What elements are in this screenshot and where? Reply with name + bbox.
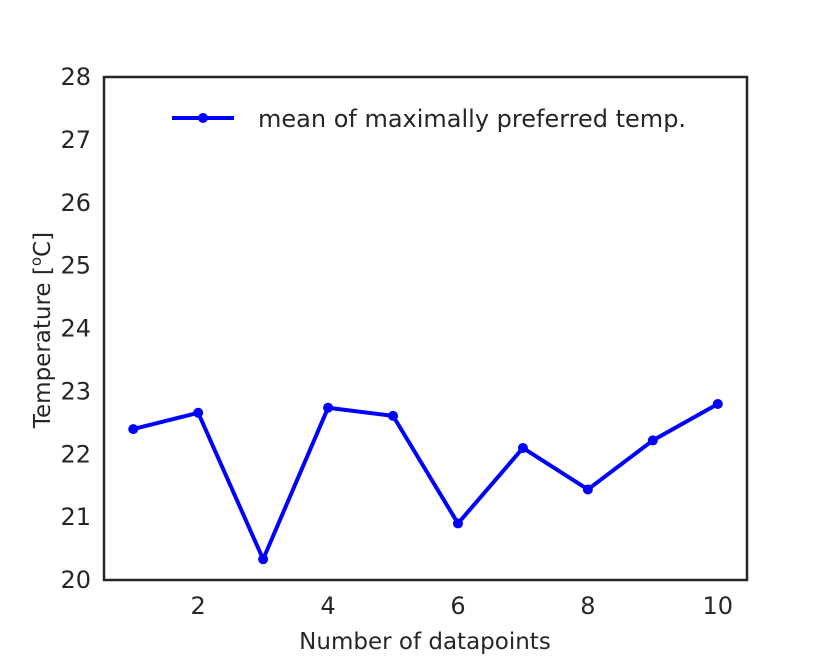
legend-label: mean of maximally preferred temp. (258, 105, 686, 133)
data-point (193, 407, 204, 418)
data-point (582, 484, 593, 495)
x-tick-label: 8 (580, 592, 595, 620)
data-point (128, 424, 139, 435)
y-tick-label: 24 (60, 315, 91, 343)
series-layer (128, 398, 723, 565)
x-tick-label: 6 (450, 592, 465, 620)
y-tick-label: 27 (60, 126, 91, 154)
y-tick-label: 20 (60, 566, 91, 594)
y-tick-label: 22 (60, 440, 91, 468)
data-point (452, 518, 463, 529)
series-line (132, 402, 719, 562)
data-point (712, 398, 723, 409)
y-axis-ticks: 20 21 22 23 24 25 26 27 28 (60, 63, 91, 594)
y-tick-label: 28 (60, 63, 91, 91)
legend: mean of maximally preferred temp. (172, 105, 686, 133)
y-axis-title-end: C] (30, 232, 56, 257)
y-axis-title-superscript: o (27, 257, 45, 266)
x-tick-label: 4 (320, 592, 335, 620)
data-point (647, 435, 658, 446)
x-tick-label: 2 (191, 592, 206, 620)
y-axis-title-main: Temperature [ (30, 266, 56, 429)
y-tick-label: 23 (60, 377, 91, 405)
x-tick-label: 10 (702, 592, 733, 620)
x-axis-ticks: 2 4 6 8 10 (191, 592, 734, 620)
legend-dot-marker (198, 113, 208, 123)
y-tick-label: 26 (60, 189, 91, 217)
y-tick-label: 21 (60, 503, 91, 531)
y-axis-title: Temperature [oC] (27, 232, 56, 429)
data-point (388, 410, 399, 421)
plot-area-frame (102, 75, 749, 582)
y-tick-label: 25 (60, 252, 91, 280)
data-point (323, 402, 334, 413)
data-point (258, 554, 269, 565)
data-point (517, 442, 528, 453)
x-axis-title: Number of datapoints (299, 629, 551, 655)
